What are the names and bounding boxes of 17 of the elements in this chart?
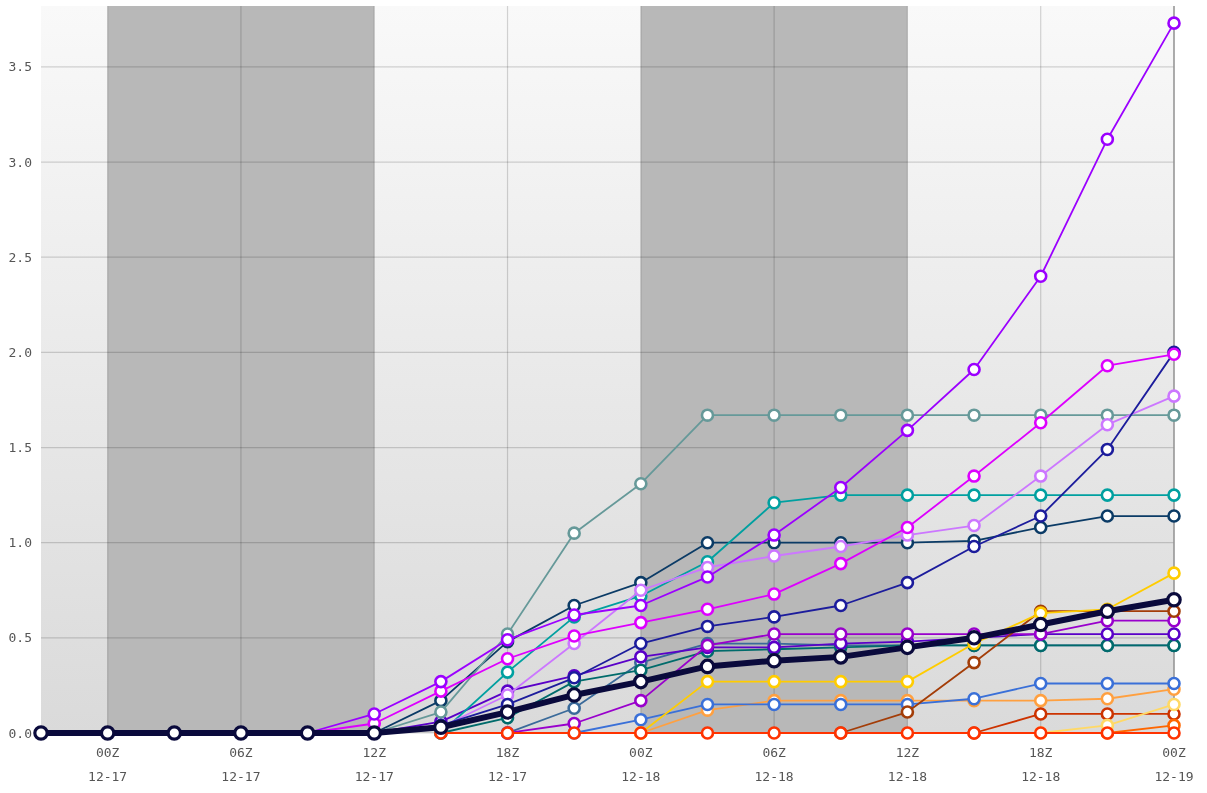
y-tick-label: 3.0 xyxy=(8,154,32,170)
x-tick-label: 00Z 12-19 xyxy=(1154,745,1194,784)
y-tick-label: 3.5 xyxy=(8,59,32,75)
y-tick-label: 0.5 xyxy=(8,630,32,646)
x-tick-label: 06Z 12-17 xyxy=(221,745,261,784)
y-tick-label: 2.0 xyxy=(8,344,32,360)
y-tick-label: 0.0 xyxy=(8,725,32,741)
x-tick-label: 00Z 12-18 xyxy=(621,745,661,784)
y-tick-label: 2.5 xyxy=(8,249,32,265)
x-tick-label: 12Z 12-17 xyxy=(354,745,394,784)
x-tick-label: 18Z 12-17 xyxy=(487,745,528,784)
x-tick-label: 18Z 12-18 xyxy=(1021,745,1061,784)
y-tick-label: 1.0 xyxy=(8,535,32,551)
x-tick-label: 06Z 12-18 xyxy=(754,745,794,784)
y-tick-label: 1.5 xyxy=(8,440,32,456)
x-tick-label: 00Z 12-17 xyxy=(88,745,128,784)
x-tick-label: 12Z 12-18 xyxy=(887,745,927,784)
